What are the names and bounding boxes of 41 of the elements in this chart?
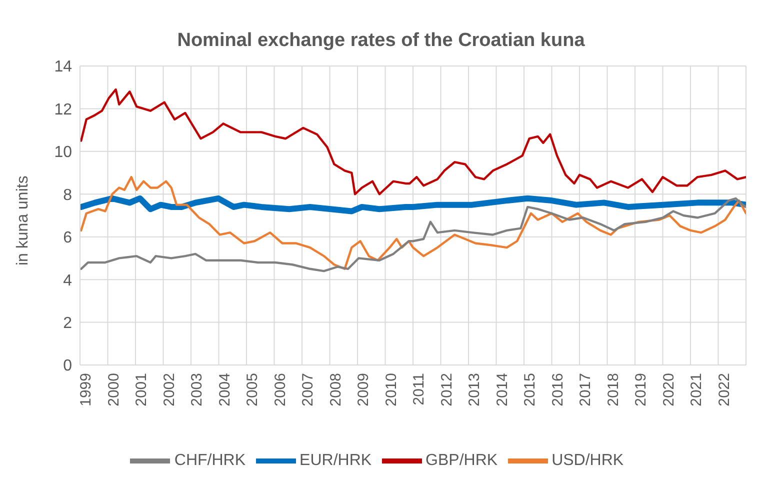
y-tick-label: 10 xyxy=(54,144,72,162)
x-tick-label: 2011 xyxy=(410,373,428,406)
x-tick-label: 2012 xyxy=(438,373,456,406)
legend-label: USD/HRK xyxy=(552,452,624,470)
y-tick-label: 4 xyxy=(63,272,72,290)
x-tick-label: 2009 xyxy=(355,373,372,406)
x-tick-label: 2021 xyxy=(688,373,706,406)
line-series xyxy=(80,88,746,196)
y-tick-label: 12 xyxy=(54,101,72,118)
chart-title: Nominal exchange rates of the Croatian kuna xyxy=(176,29,586,53)
x-tick-label: 2008 xyxy=(327,373,344,406)
x-tick-label: 2019 xyxy=(632,373,650,406)
x-tick-label: 2018 xyxy=(604,373,622,406)
x-tick-label: 2007 xyxy=(300,373,317,406)
x-tick-label: 2017 xyxy=(577,373,594,406)
y-tick-label: 2 xyxy=(63,314,72,332)
x-tick-label: 2022 xyxy=(716,373,733,406)
y-tick-label: 14 xyxy=(54,58,72,76)
x-tick-label: 2016 xyxy=(549,373,566,406)
line-series xyxy=(80,176,746,270)
x-tick-label: 2000 xyxy=(105,373,122,406)
y-tick-label: 6 xyxy=(63,230,72,247)
x-tick-label: 2005 xyxy=(244,373,262,406)
x-tick-label: 1999 xyxy=(78,373,95,406)
x-tick-label: 2020 xyxy=(660,373,678,406)
legend-label: GBP/HRK xyxy=(426,452,498,470)
x-tick-label: 2004 xyxy=(216,373,234,406)
legend-label: EUR/HRK xyxy=(300,452,372,470)
x-tick-label: 2003 xyxy=(188,373,206,406)
y-tick-label: 8 xyxy=(63,186,72,204)
y-axis-title: in kuna units xyxy=(14,176,32,266)
x-tick-label: 2001 xyxy=(133,373,150,406)
x-tick-label: 2006 xyxy=(272,373,289,406)
x-tick-label: 2014 xyxy=(494,373,511,406)
x-tick-label: 2002 xyxy=(160,373,178,406)
x-tick-label: 2010 xyxy=(382,373,400,406)
y-tick-label: 0 xyxy=(63,358,72,375)
line-series xyxy=(80,197,746,272)
x-tick-label: 2013 xyxy=(466,373,484,406)
legend-label: CHF/HRK xyxy=(174,452,246,470)
x-tick-label: 2015 xyxy=(522,373,539,406)
